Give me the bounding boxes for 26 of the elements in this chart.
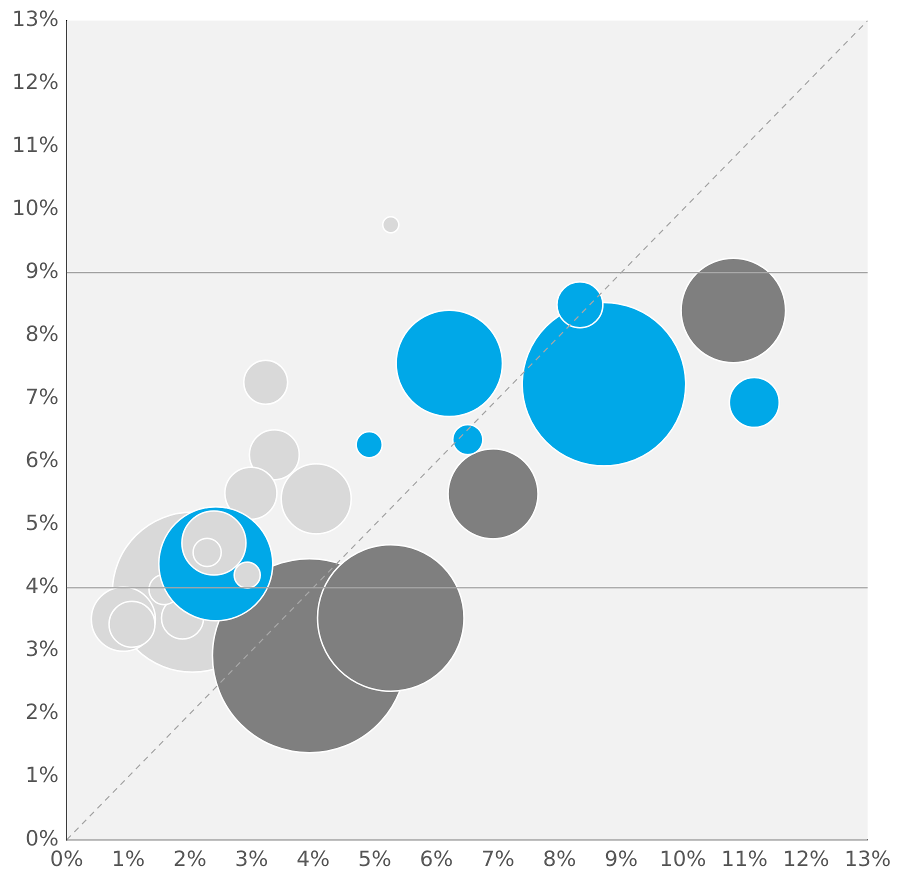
y-tick-label: 8%: [25, 322, 59, 346]
x-tick-label: 10%: [659, 846, 706, 871]
y-tick-label: 12%: [12, 70, 59, 94]
y-tick-label: 13%: [12, 7, 59, 32]
x-tick-label: 5%: [358, 846, 392, 871]
y-tick-label: 10%: [12, 196, 59, 220]
x-tick-label: 13%: [844, 846, 892, 871]
x-tick-label: 7%: [481, 846, 515, 871]
x-tick-label: 8%: [542, 846, 576, 871]
x-tick-label: 1%: [112, 846, 145, 871]
x-tick-label: 9%: [604, 846, 638, 871]
x-tick-label: 4%: [296, 846, 330, 871]
y-tick-label: 7%: [25, 385, 59, 410]
x-tick-label: 12%: [782, 846, 830, 871]
x-tick-label: 11%: [721, 846, 768, 871]
y-tick-label: 3%: [25, 637, 59, 662]
y-tick-label: 1%: [25, 763, 59, 788]
y-tick-label: 4%: [25, 574, 59, 598]
y-tick-label: 9%: [25, 259, 59, 284]
y-tick-label: 6%: [25, 448, 59, 472]
x-tick-label: 3%: [234, 846, 268, 871]
y-tick-label: 2%: [25, 700, 59, 724]
y-tick-label: 5%: [25, 511, 59, 536]
x-tick-label: 2%: [173, 846, 207, 871]
y-tick-label: 11%: [12, 133, 59, 158]
x-tick-label: 6%: [420, 846, 454, 871]
